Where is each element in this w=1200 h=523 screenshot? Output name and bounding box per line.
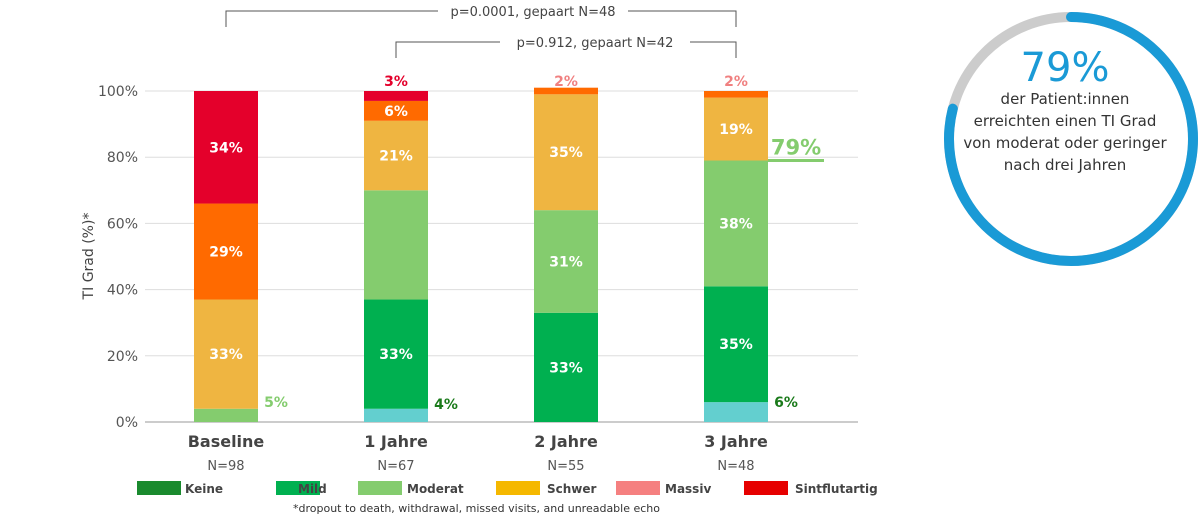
significance-bracket: [690, 41, 737, 58]
bracket-label: p=0.0001, gepaart N=48: [450, 5, 615, 20]
category-label: 1 Jahre: [364, 432, 428, 451]
ring-progress-arc: [944, 12, 1198, 266]
data-label: 33%: [549, 360, 583, 376]
data-label: 29%: [209, 245, 243, 261]
bar-segment-massiv: [194, 203, 258, 300]
data-label: 38%: [719, 216, 753, 232]
ring-percent: 79%: [1020, 45, 1110, 91]
legend-label: Mild: [298, 482, 327, 496]
legend-swatch: [137, 481, 181, 495]
legend-label: Keine: [185, 482, 223, 496]
legend-swatch: [744, 481, 788, 495]
y-axis-label: TI Grad (%)*: [81, 213, 97, 301]
highlight-label: 79%: [771, 136, 821, 160]
side-data-label: 4%: [434, 397, 458, 413]
data-label: 35%: [719, 337, 753, 353]
data-label: 6%: [384, 104, 408, 120]
legend-label: Schwer: [547, 482, 597, 496]
bar-segment-mild: [534, 312, 598, 422]
side-data-label: 6%: [774, 395, 798, 411]
bar-segment-moderat: [364, 190, 428, 300]
data-label: 31%: [549, 254, 583, 270]
bar-segment-sintflutartig: [194, 91, 258, 204]
ring-text-line-3: von moderat oder geringer: [963, 134, 1167, 152]
bar-segment-moderat: [704, 160, 768, 287]
n-label: N=55: [547, 459, 584, 474]
legend-label: Sintflutartig: [795, 482, 878, 496]
data-label: 34%: [209, 140, 243, 156]
bar-segment-moderat: [194, 408, 258, 422]
legend-swatch: [616, 481, 660, 495]
y-tick-label: 40%: [107, 283, 138, 299]
significance-bracket: [628, 10, 737, 27]
legend-swatch: [496, 481, 540, 495]
y-tick-label: 20%: [107, 349, 138, 365]
category-label: 2 Jahre: [534, 432, 598, 451]
y-tick-label: 100%: [98, 84, 138, 100]
y-tick-label: 60%: [107, 216, 138, 232]
data-label: 35%: [549, 145, 583, 161]
bar-segment-schwer: [194, 299, 258, 409]
data-label: 21%: [379, 149, 413, 165]
bracket-label: p=0.912, gepaart N=42: [517, 36, 674, 51]
bar-segment-schwer: [534, 94, 598, 211]
bar-segment-keine: [364, 408, 428, 422]
bar-segment-massiv: [704, 91, 768, 98]
y-tick-label: 0%: [116, 415, 138, 431]
bar-segment-mild: [704, 286, 768, 403]
n-label: N=67: [377, 459, 414, 474]
top-data-label: 2%: [724, 74, 748, 90]
n-label: N=48: [717, 459, 754, 474]
significance-bracket: [395, 41, 500, 58]
footnote: *dropout to death, withdrawal, missed vi…: [293, 502, 661, 515]
bar-segment-massiv: [364, 100, 428, 121]
data-label: 33%: [209, 347, 243, 363]
data-label: 19%: [719, 122, 753, 138]
y-tick-label: 80%: [107, 150, 138, 166]
bar-segment-schwer: [704, 97, 768, 161]
top-data-label: 3%: [384, 74, 408, 90]
bar-segment-schwer: [364, 120, 428, 191]
bar-segment-mild: [364, 299, 428, 409]
data-label: 33%: [379, 347, 413, 363]
bar-segment-keine: [704, 402, 768, 422]
ring-text-line-4: nach drei Jahren: [1003, 156, 1127, 174]
ring-text-line-1: der Patient:innen: [1000, 90, 1130, 108]
bar-segment-massiv: [534, 87, 598, 95]
side-data-label: 5%: [264, 395, 288, 411]
category-label: 3 Jahre: [704, 432, 768, 451]
category-label: Baseline: [188, 432, 265, 451]
ring-text-line-2: erreichten einen TI Grad: [973, 112, 1157, 130]
legend-swatch: [276, 481, 320, 495]
legend-label: Massiv: [665, 482, 711, 496]
ring-summary: 79% der Patient:innen erreichten einen T…: [955, 48, 1175, 176]
n-label: N=98: [207, 459, 244, 474]
bar-segment-sintflutartig: [364, 91, 428, 101]
significance-bracket: [225, 10, 438, 27]
bar-segment-moderat: [534, 210, 598, 313]
legend-label: Moderat: [407, 482, 464, 496]
top-data-label: 2%: [554, 74, 578, 90]
legend-swatch: [358, 481, 402, 495]
